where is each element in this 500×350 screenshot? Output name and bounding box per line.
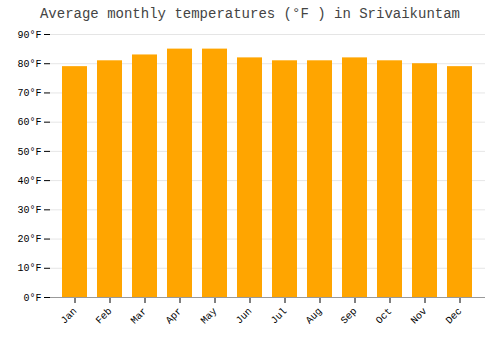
svg-text:0°F: 0°F xyxy=(23,293,41,304)
svg-text:60°F: 60°F xyxy=(17,117,41,128)
svg-text:10°F: 10°F xyxy=(17,263,41,274)
svg-text:Dec: Dec xyxy=(444,306,465,327)
svg-text:40°F: 40°F xyxy=(17,176,41,187)
svg-text:Jul: Jul xyxy=(269,306,290,327)
svg-text:80°F: 80°F xyxy=(17,59,41,70)
svg-text:Mar: Mar xyxy=(129,306,150,327)
svg-text:May: May xyxy=(199,306,220,327)
svg-text:90°F: 90°F xyxy=(17,30,41,41)
html-text:Average monthly temperatures (: Average monthly temperatures (°F ) in Sr… xyxy=(40,6,460,22)
svg-text:30°F: 30°F xyxy=(17,205,41,216)
svg-text:Sep: Sep xyxy=(339,306,360,327)
svg-text:Apr: Apr xyxy=(164,306,185,327)
svg-text:20°F: 20°F xyxy=(17,234,41,245)
svg-text:Oct: Oct xyxy=(374,306,395,327)
svg-text:Nov: Nov xyxy=(409,306,430,327)
svg-text:Jan: Jan xyxy=(59,306,80,327)
svg-text:Aug: Aug xyxy=(304,306,325,327)
svg-text:70°F: 70°F xyxy=(17,88,41,99)
svg-text:Feb: Feb xyxy=(94,306,115,327)
svg-text:50°F: 50°F xyxy=(17,147,41,158)
svg-text:Jun: Jun xyxy=(234,306,255,327)
